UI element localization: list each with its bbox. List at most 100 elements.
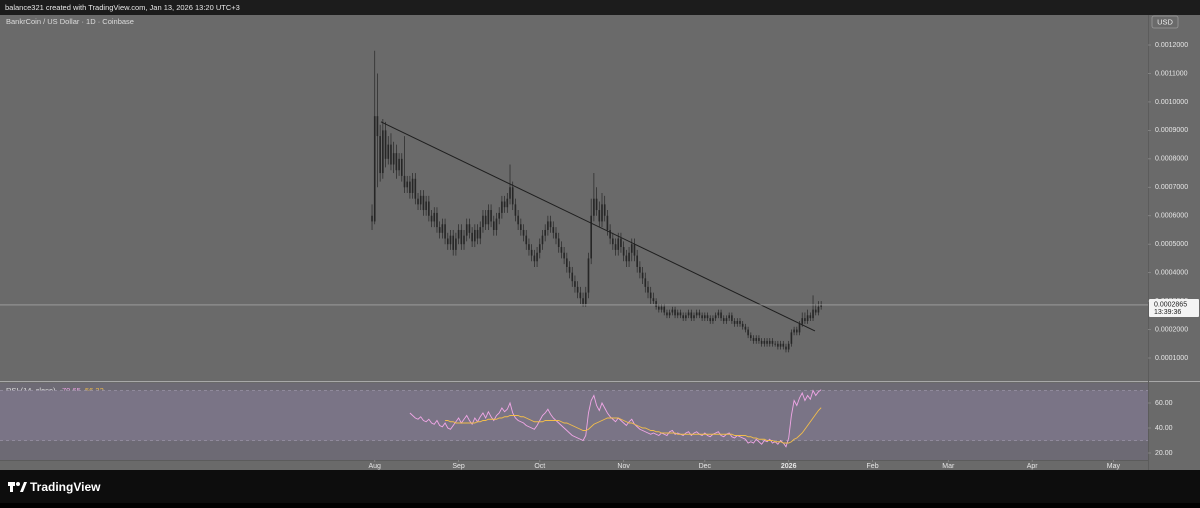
candle-body [736,321,739,324]
candle-body [668,312,671,316]
candle-body [373,116,376,222]
candle-body [574,281,576,287]
candle-body [679,312,682,316]
candle-body [652,298,655,302]
candle-body [760,340,763,344]
bottom-bar [0,470,1200,503]
y-tick-label: 0.0001000 [1155,355,1188,362]
candle-body [525,235,528,245]
candle-body [820,304,822,307]
logo-part [20,482,27,492]
candle-body [482,215,484,228]
candle-body [509,187,511,199]
candle-body [704,315,706,319]
candle-body [557,238,560,248]
candle-body [658,306,660,310]
candle-body [779,343,782,347]
currency-box[interactable] [1151,15,1179,29]
candle-body [601,204,603,222]
rsi-ma-value: 56.22 [85,386,104,395]
candle-body [506,198,509,208]
candle-body [709,318,712,322]
candle-body [501,201,503,213]
candle-body [479,227,482,239]
candle-body [750,335,752,339]
y-tick-label: 0.0005000 [1155,241,1188,248]
currency[interactable]: USD [1157,17,1173,26]
candle-body [465,224,468,236]
candle-body [804,318,806,322]
candle-body [441,224,444,233]
candle-body [644,278,647,287]
candle-body [731,315,733,322]
candle-body [766,340,768,344]
candle-body [641,272,644,279]
x-tick-label: Sep [452,463,465,470]
candle-body [409,181,411,193]
candle-body [603,204,606,216]
candle-body [763,340,766,344]
candle-body [549,221,552,228]
brand: TradingView [30,480,101,494]
candle-body [552,227,555,233]
y-tick-label: 0.0012000 [1155,42,1188,49]
logo-part [16,482,20,486]
candle-body [474,229,476,242]
candle-body [617,238,620,250]
candle-body [520,224,522,230]
candle-body [682,315,684,319]
candle-body [817,306,820,313]
trendline [380,121,816,332]
candle-body [495,218,498,230]
candle-body [674,309,676,316]
candle-body [582,298,584,304]
candle-body [568,266,571,273]
candle-body [774,343,776,345]
candle-body [587,258,590,293]
candle-body [593,198,595,216]
candle-body [698,312,701,316]
candle-body [809,315,812,319]
candle-body [555,232,557,239]
candle-body [706,315,709,319]
candle-body [536,252,538,262]
x-tick-label: Feb [867,463,879,470]
candle-body [712,318,714,322]
candle-body [771,340,774,344]
y-tick-label: 0.0006000 [1155,213,1188,220]
candle-body [541,235,544,245]
candle-body [382,130,384,174]
x-tick-label: Mar [942,463,955,470]
candle-body [622,247,625,256]
candle-body [620,238,622,248]
credit: balance321 created with TradingView.com,… [5,3,240,12]
candle-body [390,144,392,165]
candle-body [728,315,730,319]
candle-body [633,244,636,256]
x-tick-label: May [1107,463,1121,470]
y-tick-label: 0.0010000 [1155,99,1188,106]
x-tick-label: Nov [617,463,630,470]
x-tick-label: 2026 [781,463,797,470]
brand-logo [8,482,27,492]
candle-body [666,312,668,316]
candle-body [476,229,479,239]
candle-body [755,338,758,341]
candle-body [563,252,565,259]
candle-body [801,318,804,324]
candle-body [455,238,457,250]
candle-body [471,232,473,242]
candle-body [422,195,425,211]
candle-body [671,309,674,313]
candle-body [768,340,771,344]
candle-body [530,249,533,256]
candle-body [528,244,530,250]
rsi-line [409,389,822,448]
candle-body [449,235,452,245]
candle-body [384,130,387,159]
candle-body [777,343,779,347]
candle-body [752,338,755,341]
candle-body [511,187,514,205]
